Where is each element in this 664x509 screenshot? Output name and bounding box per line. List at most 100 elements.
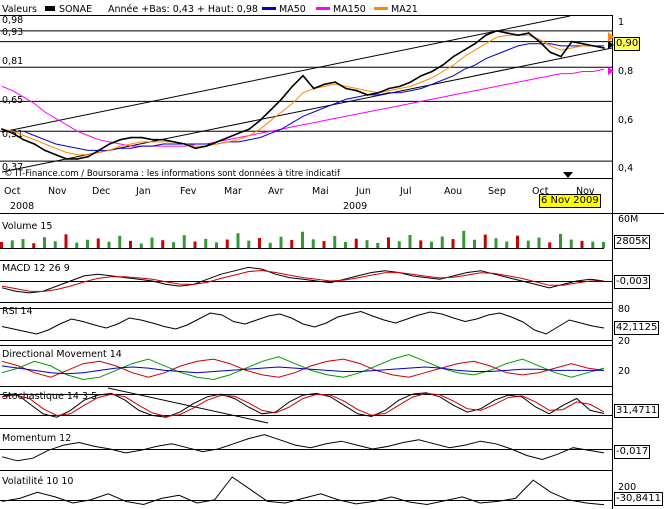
volume-bar [537,237,541,248]
volume-bar [408,234,412,248]
price-point [54,153,57,156]
volume-bar [322,241,326,248]
volume-bar [0,241,3,248]
price-point [259,119,261,122]
volume-bar [215,242,218,248]
x-tick-label: Sep [488,186,506,197]
ma50-legend: MA50 [279,4,306,15]
price-point [388,87,390,90]
dmi-line [1,358,605,378]
price-point [33,143,36,145]
volume-bar [569,239,573,248]
price-point [237,132,240,135]
x-tick-label: Jul [399,186,411,197]
price-point [452,55,455,58]
volume-bar [376,243,380,248]
volume-bar [580,240,584,248]
volume-bar [129,240,132,248]
ma50-line [23,43,604,151]
price-point [22,138,25,141]
volume-title: Volume 15 [2,221,52,232]
panel-frames [0,15,664,509]
dmi-line [1,353,605,381]
ticker-swatch [45,6,55,11]
stochastic-title: Stochastique 14 3 5 [2,391,97,402]
volume-bar [526,240,530,248]
dmi-title: Directional Movement 14 [2,349,122,360]
price-point [570,40,573,43]
price-point [216,140,218,143]
momentum-title: Momentum 12 [2,433,71,444]
x-tick-label: Jun [355,186,371,197]
volume-bar [451,239,455,248]
price-point [280,98,283,101]
momentum-line [1,434,605,462]
macd-title: MACD 12 26 9 [2,263,70,274]
stochastic-signal-line [1,392,605,417]
x-tick-label: Jan [135,186,151,197]
price-point [366,94,369,96]
price-point [398,85,401,88]
volatility-title: Volatilité 10 10 [2,476,73,487]
volatility-line [1,476,605,506]
price-point [409,81,412,84]
ma50-swatch [262,7,276,10]
price-point [484,34,487,37]
price-point [549,51,552,54]
price-last-value-badge: 0,90 [614,37,641,51]
volume-bar [150,237,154,248]
price-point [1,128,3,130]
volume-bar [182,235,186,248]
volume-bar [53,241,57,248]
volume-bar [279,236,283,248]
price-point [377,91,380,94]
price-point [205,145,208,148]
price-point [269,108,272,111]
stochastic-line [1,392,605,418]
volume-bar [193,241,197,248]
trend-channel [1,15,613,173]
volume-bar [247,240,251,248]
volume-bar [96,238,100,248]
volume-last-value-badge: 2805K [614,235,651,249]
x-tick-label: Fev [180,186,197,197]
level-labels: 0,98 0,93 0,81 0,65 0,51 0,37 [2,15,23,173]
level-label: 0,37 [2,162,23,173]
price-point [183,143,186,145]
x-year-label: 2008 [10,201,34,212]
ma21-legend: MA21 [391,4,418,15]
level-label: 0,98 [2,15,23,26]
volume-bar [387,237,390,248]
price-point [527,32,530,34]
price-point [517,34,519,37]
volatility-last-value-badge: -30,8411 [614,492,663,506]
price-point [312,87,315,90]
x-tick-label: Nov [576,186,595,197]
volume-bar [172,242,175,248]
price-point [248,128,251,130]
x-tick-label: Oct [4,186,21,197]
volume-top-label: 60M [618,214,638,225]
volume-bar [548,242,552,248]
volume-bar [505,241,509,248]
level-label: 0,93 [2,27,23,38]
ma21-line [1,34,605,156]
price-point [463,49,466,52]
price-point [431,70,433,73]
macd-signal-line [1,269,604,293]
volume-bar [290,239,294,248]
price-level-lines [0,30,612,162]
rsi-80-label: 80 [618,304,630,315]
price-point [119,138,122,141]
price-point [560,55,562,58]
stochastic-trend-line [107,387,269,424]
macd-last-value-badge: -0,003 [614,275,651,289]
x-tick-label: Mar [224,186,242,197]
price-arrow-marker [608,32,614,42]
volume-bar [494,238,498,248]
price-point [162,138,165,141]
volume-bar [365,240,369,248]
volume-bar [473,239,476,248]
volume-bar [236,233,240,248]
volume-bar [268,242,272,248]
